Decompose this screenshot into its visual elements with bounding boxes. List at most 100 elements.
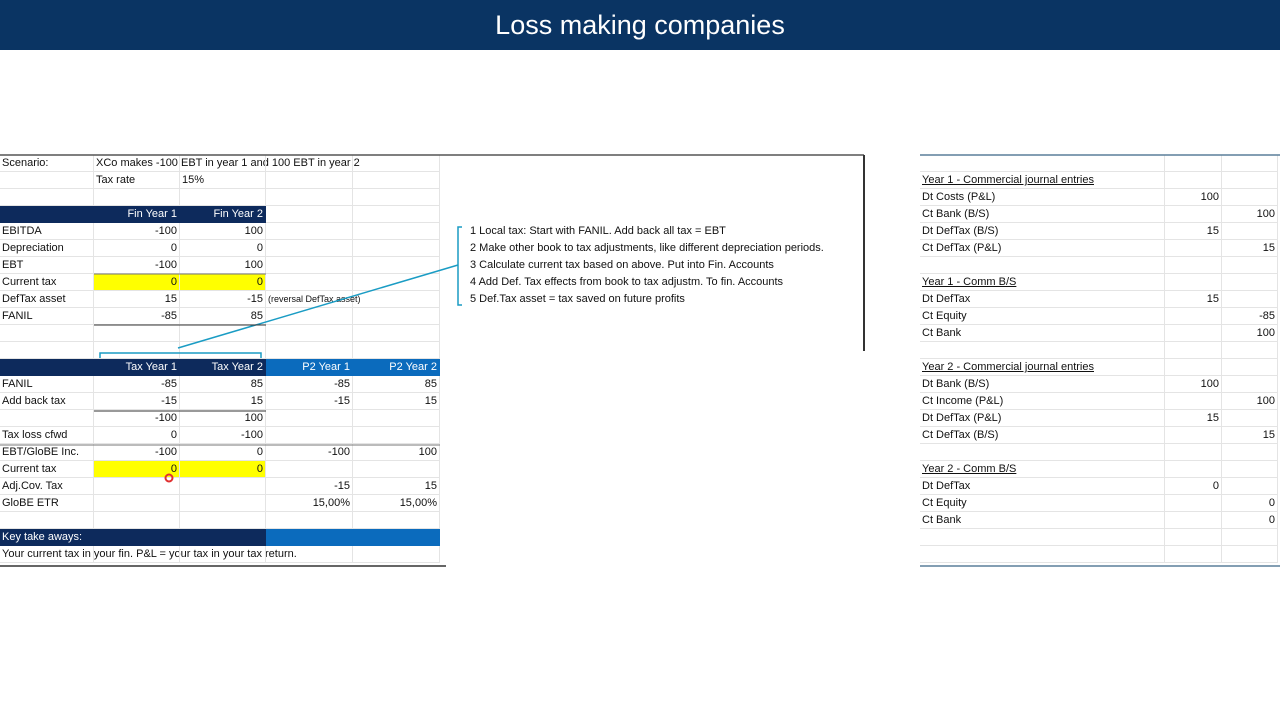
value-cell[interactable]: -100 bbox=[266, 444, 353, 461]
credit-cell[interactable] bbox=[1222, 257, 1278, 274]
value-cell[interactable] bbox=[353, 427, 440, 444]
value-cell[interactable] bbox=[180, 512, 266, 529]
value-cell[interactable]: -100 bbox=[94, 410, 180, 427]
value-cell[interactable] bbox=[266, 155, 353, 172]
account-label-cell[interactable] bbox=[920, 155, 1165, 172]
value-cell[interactable] bbox=[266, 172, 353, 189]
value-cell[interactable] bbox=[353, 546, 440, 563]
debit-cell[interactable] bbox=[1165, 155, 1222, 172]
debit-cell[interactable]: 100 bbox=[1165, 376, 1222, 393]
value-cell[interactable]: -100 bbox=[94, 223, 180, 240]
column-header[interactable]: P2 Year 2 bbox=[353, 359, 440, 376]
value-cell[interactable] bbox=[266, 342, 353, 359]
debit-cell[interactable]: 100 bbox=[1165, 189, 1222, 206]
value-cell[interactable]: 15 bbox=[353, 393, 440, 410]
account-label-cell[interactable] bbox=[920, 342, 1165, 359]
section-header[interactable]: Key take aways: bbox=[0, 529, 94, 546]
credit-cell[interactable] bbox=[1222, 189, 1278, 206]
account-label-cell[interactable]: Dt DefTax bbox=[920, 478, 1165, 495]
credit-cell[interactable] bbox=[1222, 342, 1278, 359]
value-cell[interactable]: (reversal DefTax asset) bbox=[266, 291, 361, 308]
value-cell[interactable] bbox=[180, 155, 266, 172]
debit-cell[interactable] bbox=[1165, 240, 1222, 257]
value-cell[interactable]: 0 bbox=[94, 240, 180, 257]
account-label-cell[interactable]: Dt Bank (B/S) bbox=[920, 376, 1165, 393]
debit-cell[interactable]: 15 bbox=[1165, 223, 1222, 240]
value-cell[interactable]: XCo makes -100 EBT in year 1 and 100 EBT… bbox=[94, 155, 360, 172]
value-cell[interactable] bbox=[94, 478, 180, 495]
row-label-cell[interactable]: FANIL bbox=[0, 376, 94, 393]
credit-cell[interactable] bbox=[1222, 376, 1278, 393]
value-cell[interactable]: -15 bbox=[266, 478, 353, 495]
credit-cell[interactable] bbox=[1222, 478, 1278, 495]
debit-cell[interactable] bbox=[1165, 206, 1222, 223]
value-cell[interactable]: 100 bbox=[353, 444, 440, 461]
account-label-cell[interactable]: Dt DefTax (B/S) bbox=[920, 223, 1165, 240]
header-fill[interactable] bbox=[353, 529, 440, 546]
row-label-cell[interactable]: FANIL bbox=[0, 308, 94, 325]
value-cell[interactable] bbox=[266, 206, 353, 223]
value-cell[interactable] bbox=[266, 325, 353, 342]
value-cell[interactable] bbox=[353, 155, 440, 172]
column-header[interactable]: P2 Year 1 bbox=[266, 359, 353, 376]
row-label-cell[interactable]: Scenario: bbox=[0, 155, 94, 172]
debit-cell[interactable] bbox=[1165, 257, 1222, 274]
account-label-cell[interactable]: Ct Bank bbox=[920, 512, 1165, 529]
credit-cell[interactable] bbox=[1222, 274, 1278, 291]
value-cell[interactable]: -100 bbox=[94, 257, 180, 274]
value-cell[interactable]: 0 bbox=[180, 240, 266, 257]
debit-cell[interactable] bbox=[1165, 342, 1222, 359]
row-label-cell[interactable]: GloBE ETR bbox=[0, 495, 94, 512]
value-cell[interactable] bbox=[266, 240, 353, 257]
credit-cell[interactable] bbox=[1222, 291, 1278, 308]
value-cell[interactable] bbox=[353, 512, 440, 529]
debit-cell[interactable] bbox=[1165, 512, 1222, 529]
credit-cell[interactable]: 0 bbox=[1222, 512, 1278, 529]
section-heading[interactable]: Year 1 - Commercial journal entries bbox=[920, 172, 1165, 189]
credit-cell[interactable] bbox=[1222, 529, 1278, 546]
value-cell[interactable]: -85 bbox=[266, 376, 353, 393]
value-cell[interactable] bbox=[353, 342, 440, 359]
row-label-cell[interactable] bbox=[0, 410, 94, 427]
account-label-cell[interactable]: Ct Income (P&L) bbox=[920, 393, 1165, 410]
account-label-cell[interactable]: Ct Equity bbox=[920, 308, 1165, 325]
debit-cell[interactable] bbox=[1165, 393, 1222, 410]
credit-cell[interactable]: 15 bbox=[1222, 427, 1278, 444]
value-cell[interactable] bbox=[94, 189, 180, 206]
row-label-cell[interactable]: DefTax asset bbox=[0, 291, 94, 308]
account-label-cell[interactable] bbox=[920, 444, 1165, 461]
value-cell[interactable] bbox=[353, 461, 440, 478]
value-cell[interactable] bbox=[266, 274, 353, 291]
credit-cell[interactable] bbox=[1222, 444, 1278, 461]
account-label-cell[interactable]: Dt Costs (P&L) bbox=[920, 189, 1165, 206]
value-cell[interactable] bbox=[353, 410, 440, 427]
column-header[interactable]: Fin Year 2 bbox=[180, 206, 266, 223]
value-cell[interactable]: 0 bbox=[180, 274, 266, 291]
value-cell[interactable] bbox=[180, 495, 266, 512]
value-cell[interactable] bbox=[353, 172, 440, 189]
header-fill[interactable] bbox=[180, 529, 266, 546]
value-cell[interactable]: -15 bbox=[94, 393, 180, 410]
value-cell[interactable]: -15 bbox=[180, 291, 266, 308]
debit-cell[interactable] bbox=[1165, 495, 1222, 512]
debit-cell[interactable] bbox=[1165, 359, 1222, 376]
row-label-cell[interactable]: Current tax bbox=[0, 274, 94, 291]
debit-cell[interactable]: 15 bbox=[1165, 410, 1222, 427]
row-label-cell[interactable] bbox=[0, 512, 94, 529]
credit-cell[interactable] bbox=[1222, 359, 1278, 376]
value-cell[interactable] bbox=[353, 206, 440, 223]
account-label-cell[interactable]: Ct Equity bbox=[920, 495, 1165, 512]
value-cell[interactable]: 0 bbox=[180, 444, 266, 461]
debit-cell[interactable] bbox=[1165, 546, 1222, 563]
value-cell[interactable] bbox=[353, 274, 440, 291]
debit-cell[interactable] bbox=[1165, 325, 1222, 342]
account-label-cell[interactable]: Ct Bank bbox=[920, 325, 1165, 342]
value-cell[interactable] bbox=[353, 257, 440, 274]
credit-cell[interactable]: 100 bbox=[1222, 393, 1278, 410]
value-cell[interactable]: 100 bbox=[180, 223, 266, 240]
debit-cell[interactable]: 15 bbox=[1165, 291, 1222, 308]
row-label-cell[interactable]: EBT/GloBE Inc. bbox=[0, 444, 94, 461]
header-fill[interactable] bbox=[266, 529, 353, 546]
column-header[interactable]: Tax Year 1 bbox=[94, 359, 180, 376]
value-cell[interactable] bbox=[266, 308, 353, 325]
